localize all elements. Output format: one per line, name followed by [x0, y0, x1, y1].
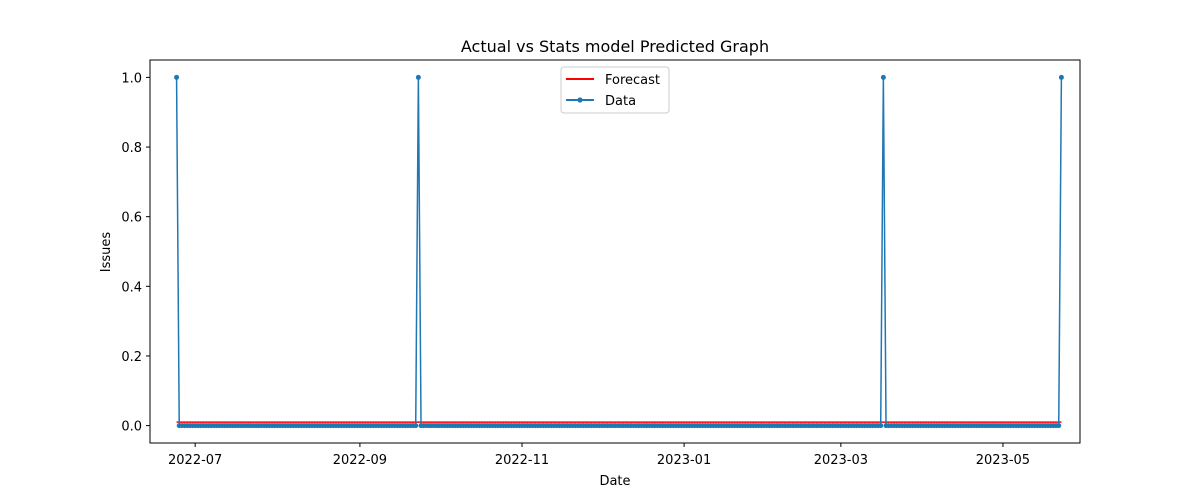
y-tick-label: 0.2 [121, 350, 142, 365]
y-axis-label: Issues [99, 232, 114, 273]
legend: Forecast Data [560, 66, 670, 114]
y-tick-label: 1.0 [121, 71, 142, 86]
x-tick-label: 2022-09 [333, 453, 387, 468]
data-point [880, 74, 886, 80]
data-series [174, 74, 1064, 429]
x-tick-label: 2022-11 [495, 453, 549, 468]
x-tick-label: 2023-01 [657, 453, 711, 468]
plot-area [174, 74, 1064, 429]
data-point [1058, 74, 1064, 80]
y-axis-ticks: 0.0 0.2 0.4 0.6 0.8 1.0 [121, 71, 150, 435]
data-point [413, 423, 419, 429]
data-point [174, 74, 180, 80]
legend-forecast-label: Forecast [605, 73, 660, 88]
y-tick-label: 0.0 [121, 420, 142, 435]
x-axis-label: Date [599, 474, 630, 489]
data-point [415, 74, 421, 80]
y-tick-label: 0.8 [121, 141, 142, 156]
data-point [1056, 423, 1062, 429]
x-axis-ticks: 2022-07 2022-09 2022-11 2023-01 2023-03 2023-… [168, 443, 1030, 468]
x-tick-label: 2022-07 [168, 453, 222, 468]
y-tick-label: 0.4 [121, 280, 142, 295]
x-tick-label: 2023-05 [976, 453, 1030, 468]
data-point [878, 423, 884, 429]
y-tick-label: 0.6 [121, 211, 142, 226]
legend-data-marker [577, 97, 583, 103]
chart-title: Actual vs Stats model Predicted Graph [461, 37, 769, 56]
x-tick-label: 2023-03 [814, 453, 868, 468]
plot-frame [149, 59, 1081, 444]
legend-data-label: Data [605, 94, 636, 109]
